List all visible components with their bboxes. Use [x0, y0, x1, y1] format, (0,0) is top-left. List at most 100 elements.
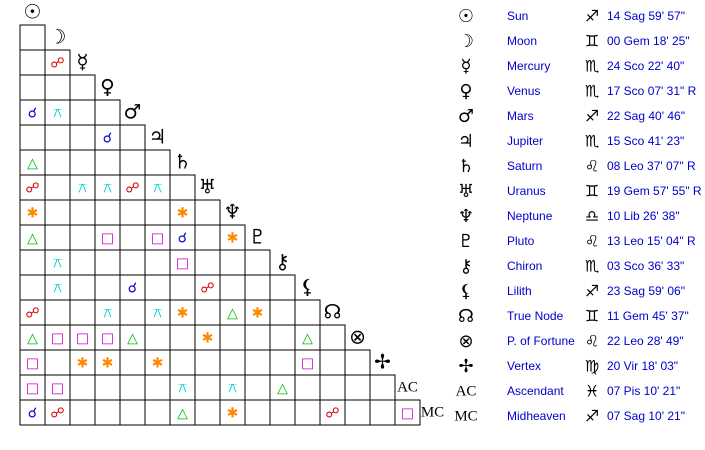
grid-cell	[19, 274, 46, 301]
grid-cell	[194, 399, 221, 426]
grid-cell	[94, 249, 121, 276]
grid-body-glyph: ♄	[174, 150, 192, 174]
sign-glyph: ♏	[585, 257, 599, 276]
sign-glyph: ♏	[585, 132, 599, 151]
aspect-symbol: ☍	[25, 181, 39, 197]
grid-cell	[144, 399, 171, 426]
grid-cell	[344, 374, 371, 401]
grid-cell	[119, 299, 146, 326]
sign-glyph: ♓	[585, 382, 599, 401]
grid-cell	[69, 199, 96, 226]
sign-glyph: ♐	[585, 282, 599, 301]
grid-cell	[244, 249, 271, 276]
aspect-symbol: □	[101, 231, 114, 247]
aspect-symbol: ⚻	[178, 381, 187, 397]
body-name: Mercury	[507, 59, 550, 73]
grid-cell	[94, 399, 121, 426]
aspect-symbol: ⚻	[153, 306, 162, 322]
grid-cell	[319, 374, 346, 401]
aspect-symbol: ✱	[252, 306, 264, 322]
grid-cell	[219, 224, 246, 251]
grid-cell	[269, 324, 296, 351]
sign-glyph: ♌	[585, 232, 599, 251]
grid-cell	[94, 149, 121, 176]
grid-cell	[44, 274, 71, 301]
aspect-symbol: ✱	[227, 231, 239, 247]
body-name: Venus	[507, 84, 540, 98]
grid-body-glyph: AC	[397, 379, 418, 395]
aspect-symbol: □	[26, 356, 39, 372]
list-body-glyph: ♄	[458, 156, 474, 177]
grid-cell	[69, 299, 96, 326]
grid-cell	[69, 274, 96, 301]
grid-cell	[169, 224, 196, 251]
aspect-symbol: △	[127, 331, 138, 347]
grid-cell	[269, 349, 296, 376]
grid-cell	[194, 199, 221, 226]
aspect-symbol: ⚻	[53, 281, 62, 297]
grid-cell	[69, 149, 96, 176]
sign-glyph: ♐	[585, 107, 599, 126]
aspect-symbol: ☍	[25, 306, 39, 322]
list-body-glyph: ♆	[458, 206, 474, 227]
grid-cell	[344, 349, 371, 376]
grid-cell	[169, 249, 196, 276]
aspect-symbol: □	[401, 406, 414, 422]
grid-body-glyph: ♇	[249, 225, 267, 249]
body-position: 10 Lib 26' 38"	[607, 209, 680, 223]
grid-cell	[44, 199, 71, 226]
aspect-symbol: △	[27, 156, 38, 172]
grid-body-glyph: ☊	[324, 300, 342, 324]
list-body-glyph: ⊗	[458, 331, 473, 352]
body-name: Ascendant	[507, 384, 564, 398]
grid-cell	[144, 324, 171, 351]
aspect-symbol: ⚻	[228, 381, 237, 397]
aspect-symbol: △	[177, 406, 188, 422]
body-name: Pluto	[507, 234, 535, 248]
aspect-symbol: □	[76, 331, 89, 347]
aspect-symbol: ☌	[128, 281, 137, 297]
grid-cell	[69, 324, 96, 351]
grid-cell	[119, 374, 146, 401]
list-body-glyph: AC	[456, 383, 477, 399]
grid-cell	[194, 374, 221, 401]
list-body-glyph: ☉	[458, 6, 474, 27]
grid-cell	[44, 149, 71, 176]
grid-cell	[269, 274, 296, 301]
grid-cell	[169, 349, 196, 376]
grid-cell	[219, 249, 246, 276]
aspect-symbol: ✱	[77, 356, 89, 372]
body-name: Jupiter	[507, 134, 543, 148]
grid-cell	[194, 349, 221, 376]
aspect-symbol: ✱	[27, 206, 39, 222]
list-body-glyph: ☊	[458, 306, 474, 327]
grid-cell	[219, 299, 246, 326]
grid-cell	[269, 299, 296, 326]
list-body-glyph: ♅	[458, 181, 474, 202]
aspect-symbol: ☌	[103, 131, 112, 147]
grid-cell	[144, 174, 171, 201]
grid-cell	[169, 174, 196, 201]
grid-cell	[44, 349, 71, 376]
body-name: Neptune	[507, 209, 553, 223]
grid-cell	[94, 199, 121, 226]
grid-cell	[44, 399, 71, 426]
grid-body-glyph: ♅	[199, 175, 217, 199]
grid-cell	[294, 399, 321, 426]
body-name: P. of Fortune	[507, 334, 575, 348]
grid-cell	[44, 224, 71, 251]
grid-cell	[294, 374, 321, 401]
grid-cell	[69, 224, 96, 251]
sign-glyph: ♐	[585, 7, 599, 26]
list-body-glyph: ☽	[458, 31, 474, 52]
grid-cell	[119, 224, 146, 251]
sign-glyph: ♊	[585, 307, 599, 326]
aspect-symbol: △	[277, 381, 288, 397]
aspect-symbol: ⚻	[78, 181, 87, 197]
aspect-symbol: ☌	[28, 106, 37, 122]
grid-body-glyph: ♆	[224, 200, 242, 224]
sign-glyph: ♎	[585, 207, 599, 226]
aspect-symbol: □	[51, 381, 64, 397]
grid-cell	[19, 49, 46, 76]
aspect-symbol: ☍	[325, 406, 339, 422]
